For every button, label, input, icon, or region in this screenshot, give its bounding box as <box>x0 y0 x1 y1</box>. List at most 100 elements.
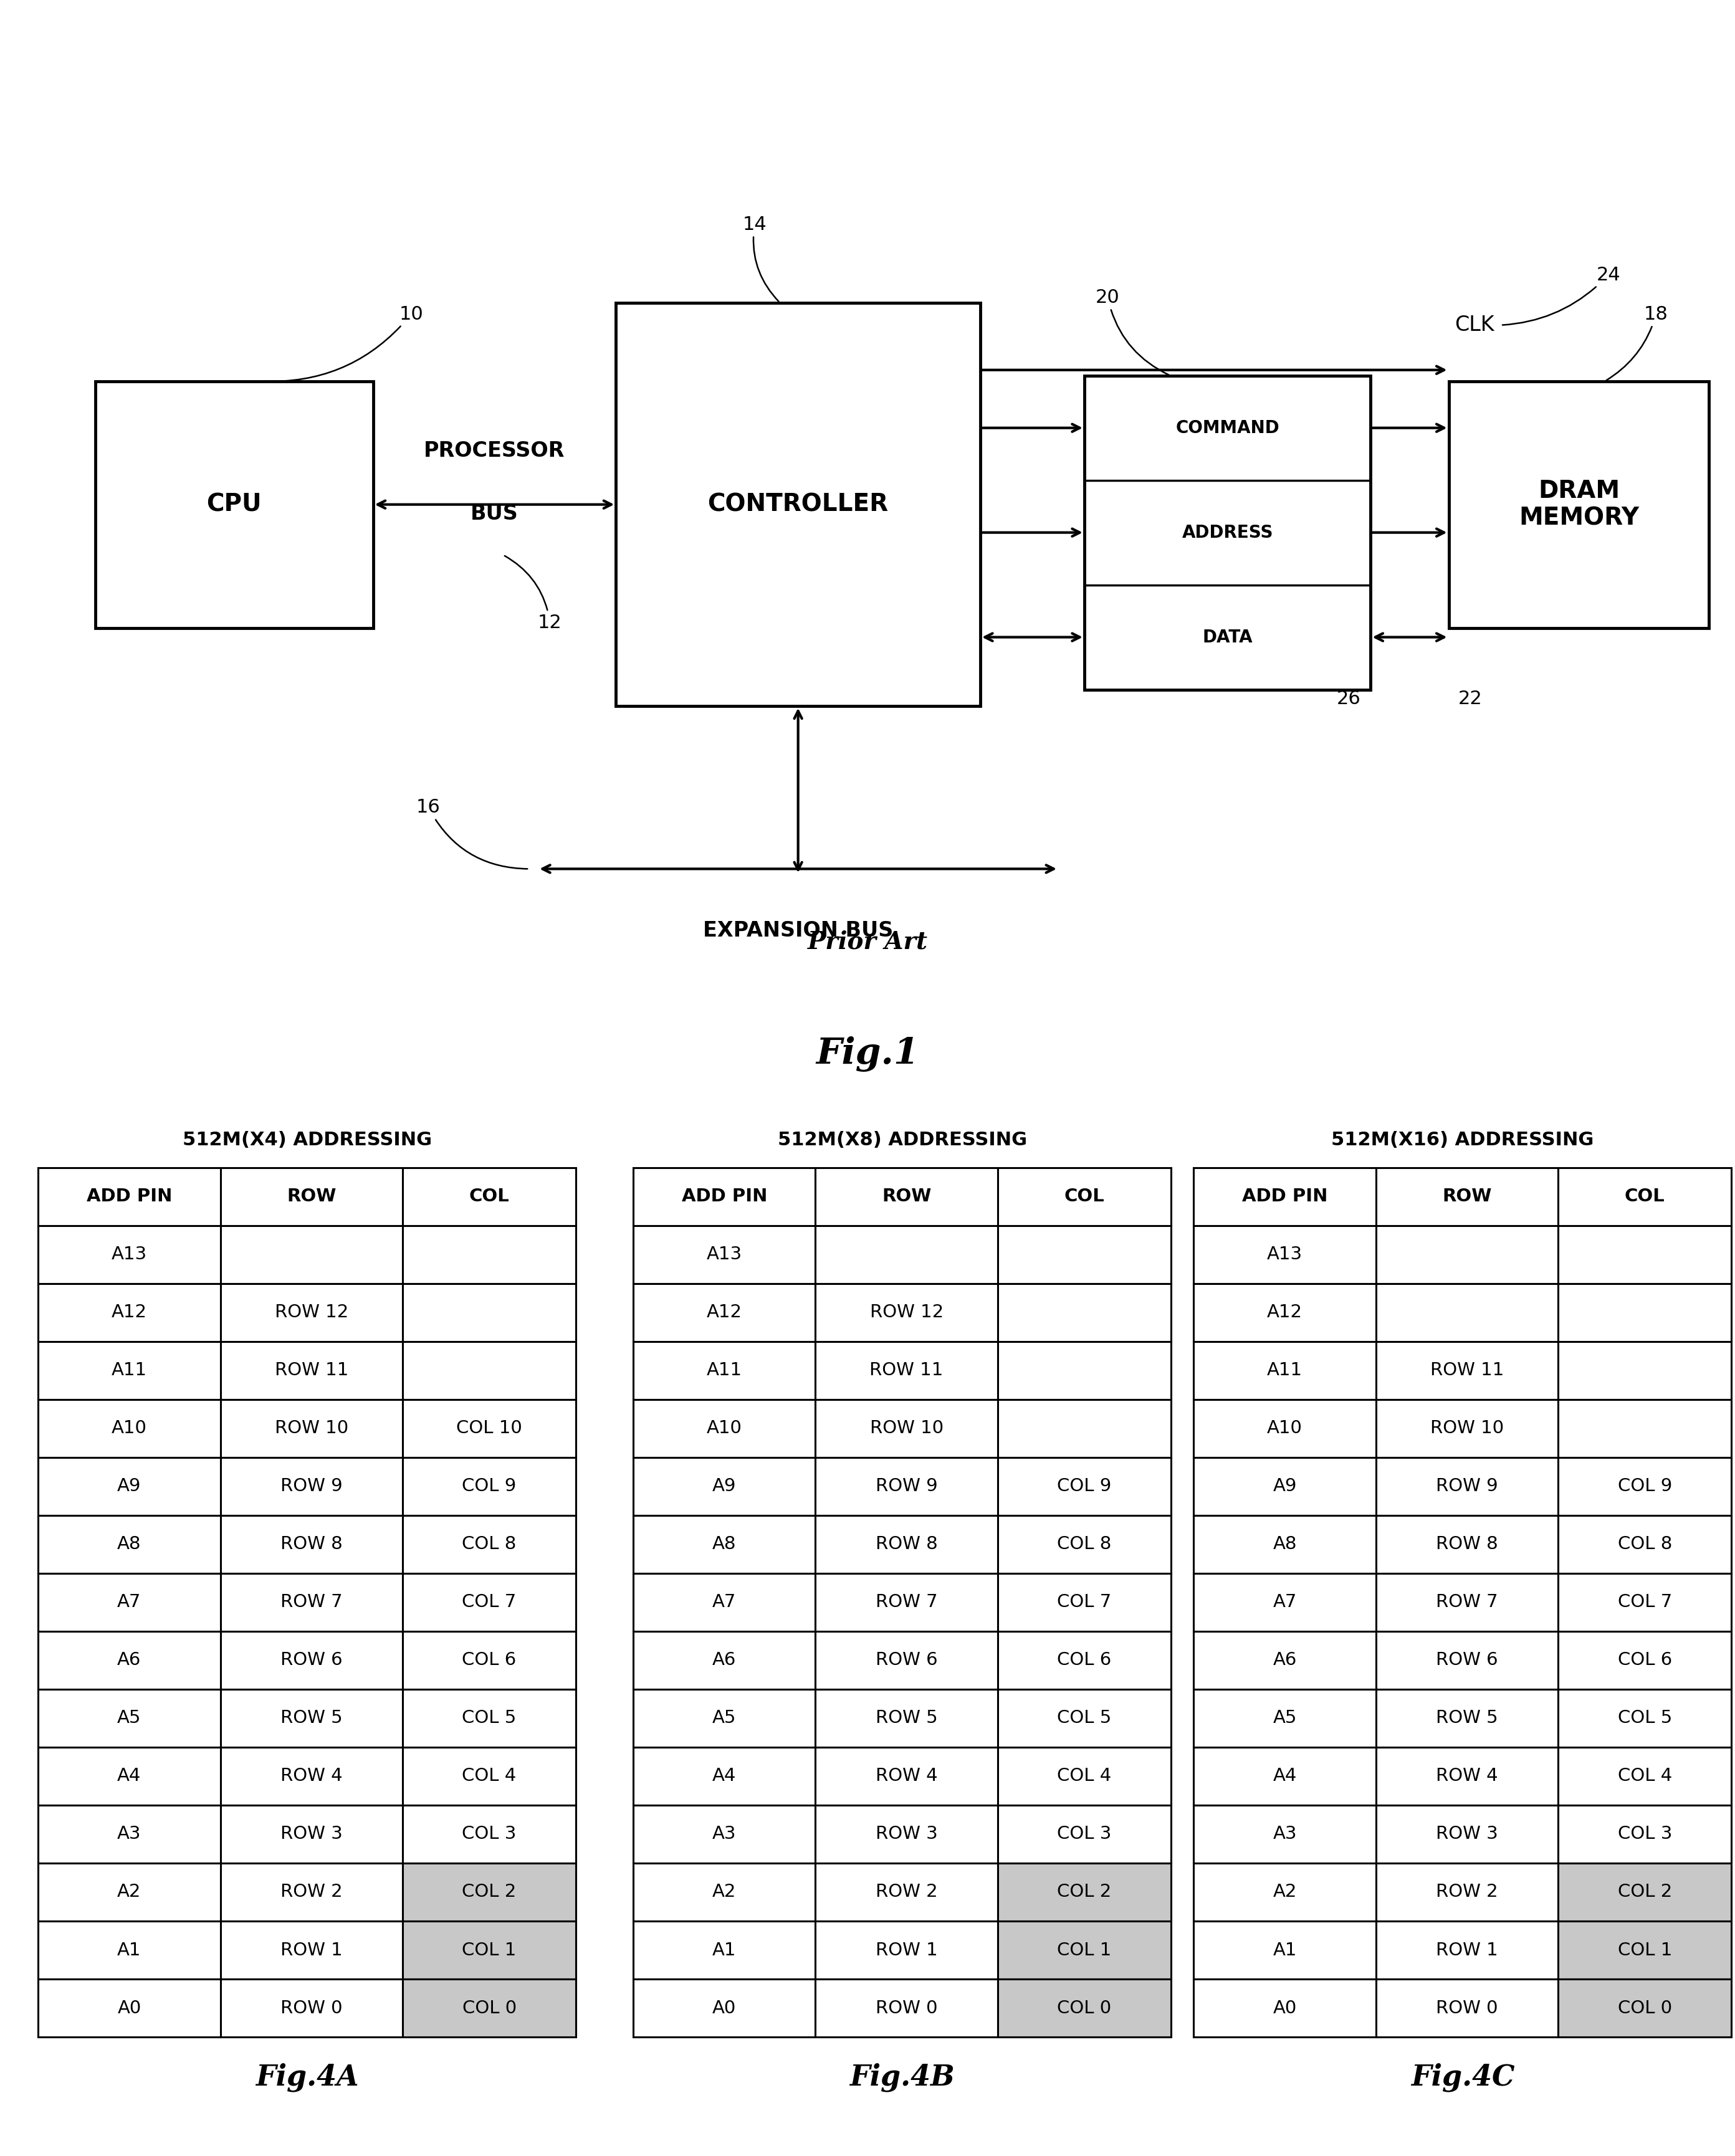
Text: A6: A6 <box>1273 1651 1296 1669</box>
Bar <box>815 1921 998 1979</box>
Text: ROW 6: ROW 6 <box>876 1651 937 1669</box>
Bar <box>220 1805 403 1863</box>
Text: ROW 9: ROW 9 <box>876 1477 937 1494</box>
Text: COL 2: COL 2 <box>462 1884 517 1902</box>
Bar <box>1558 1457 1732 1516</box>
Text: COL 4: COL 4 <box>1617 1768 1673 1785</box>
Bar <box>633 1225 815 1283</box>
Bar <box>815 1863 998 1921</box>
Bar <box>1376 1225 1558 1283</box>
Text: ROW 7: ROW 7 <box>1437 1593 1497 1611</box>
Bar <box>1194 1921 1376 1979</box>
Bar <box>633 1399 815 1457</box>
Text: 512M(X16) ADDRESSING: 512M(X16) ADDRESSING <box>1331 1132 1594 1149</box>
Bar <box>633 1283 815 1341</box>
Text: ROW 10: ROW 10 <box>1430 1421 1504 1438</box>
Text: A6: A6 <box>118 1651 141 1669</box>
Text: 10: 10 <box>264 306 423 382</box>
Bar <box>815 1746 998 1805</box>
Text: A1: A1 <box>1273 1940 1296 1960</box>
Text: 12: 12 <box>505 556 562 632</box>
Bar <box>998 1457 1171 1516</box>
Bar <box>1558 1399 1732 1457</box>
Bar <box>998 1690 1171 1746</box>
Text: A7: A7 <box>713 1593 736 1611</box>
Bar <box>815 1516 998 1574</box>
Text: COL 0: COL 0 <box>1617 1999 1673 2016</box>
Text: ROW 10: ROW 10 <box>274 1421 349 1438</box>
Bar <box>1558 1805 1732 1863</box>
Text: EXPANSION BUS: EXPANSION BUS <box>703 921 894 940</box>
Text: A9: A9 <box>118 1477 141 1494</box>
Bar <box>1558 1283 1732 1341</box>
Text: A2: A2 <box>713 1884 736 1902</box>
Text: Fig.1: Fig.1 <box>815 1037 920 1072</box>
Bar <box>1558 1632 1732 1690</box>
Bar <box>38 1979 220 2037</box>
Text: ROW: ROW <box>881 1188 932 1205</box>
Text: 18: 18 <box>1607 306 1667 379</box>
Bar <box>633 1574 815 1632</box>
Bar <box>1558 1690 1732 1746</box>
Text: COL 3: COL 3 <box>1617 1826 1673 1843</box>
Bar <box>998 1341 1171 1399</box>
Bar <box>38 1746 220 1805</box>
Bar <box>815 1690 998 1746</box>
Bar <box>220 1632 403 1690</box>
Bar <box>220 1399 403 1457</box>
Bar <box>1194 1225 1376 1283</box>
Bar <box>1376 1341 1558 1399</box>
Bar <box>633 1921 815 1979</box>
Text: 16: 16 <box>416 798 527 869</box>
Text: A2: A2 <box>118 1884 141 1902</box>
Bar <box>815 1632 998 1690</box>
Text: 22: 22 <box>1459 690 1482 707</box>
Bar <box>38 1516 220 1574</box>
Text: COL: COL <box>1064 1188 1105 1205</box>
Text: COL 2: COL 2 <box>1057 1884 1112 1902</box>
Bar <box>1194 1863 1376 1921</box>
Bar <box>403 1921 576 1979</box>
Text: COMMAND: COMMAND <box>1176 418 1279 438</box>
Bar <box>815 1283 998 1341</box>
Text: ROW 12: ROW 12 <box>274 1304 349 1322</box>
Bar <box>38 1632 220 1690</box>
Bar <box>38 1399 220 1457</box>
Text: ROW 1: ROW 1 <box>876 1940 937 1960</box>
Text: 512M(X8) ADDRESSING: 512M(X8) ADDRESSING <box>777 1132 1027 1149</box>
Bar <box>998 1805 1171 1863</box>
Bar <box>998 1516 1171 1574</box>
Bar <box>220 1169 403 1225</box>
Text: COL 4: COL 4 <box>462 1768 517 1785</box>
Text: A9: A9 <box>1273 1477 1296 1494</box>
Text: A13: A13 <box>111 1246 147 1263</box>
Text: COL 8: COL 8 <box>462 1535 517 1552</box>
Text: 24: 24 <box>1503 265 1620 326</box>
Text: COL 9: COL 9 <box>1057 1477 1112 1494</box>
Bar <box>633 1341 815 1399</box>
Bar <box>998 1632 1171 1690</box>
Text: A10: A10 <box>706 1421 743 1438</box>
Bar <box>998 1746 1171 1805</box>
Bar <box>403 1457 576 1516</box>
Text: ADD PIN: ADD PIN <box>87 1188 172 1205</box>
Text: A5: A5 <box>1273 1710 1296 1727</box>
Text: A0: A0 <box>713 1999 736 2016</box>
Text: A4: A4 <box>118 1768 141 1785</box>
Text: ROW 7: ROW 7 <box>281 1593 342 1611</box>
Text: COL 7: COL 7 <box>1057 1593 1112 1611</box>
Text: COL 10: COL 10 <box>456 1421 522 1438</box>
Bar <box>1376 1399 1558 1457</box>
Text: A8: A8 <box>1273 1535 1296 1552</box>
Bar <box>403 1632 576 1690</box>
Text: A13: A13 <box>1267 1246 1303 1263</box>
Text: ROW 12: ROW 12 <box>869 1304 944 1322</box>
Text: ROW 0: ROW 0 <box>876 1999 937 2016</box>
Text: A9: A9 <box>713 1477 736 1494</box>
Text: A12: A12 <box>111 1304 147 1322</box>
Bar <box>38 1574 220 1632</box>
Bar <box>220 1746 403 1805</box>
Bar <box>220 1690 403 1746</box>
Text: ROW 7: ROW 7 <box>876 1593 937 1611</box>
Text: ROW: ROW <box>286 1188 337 1205</box>
